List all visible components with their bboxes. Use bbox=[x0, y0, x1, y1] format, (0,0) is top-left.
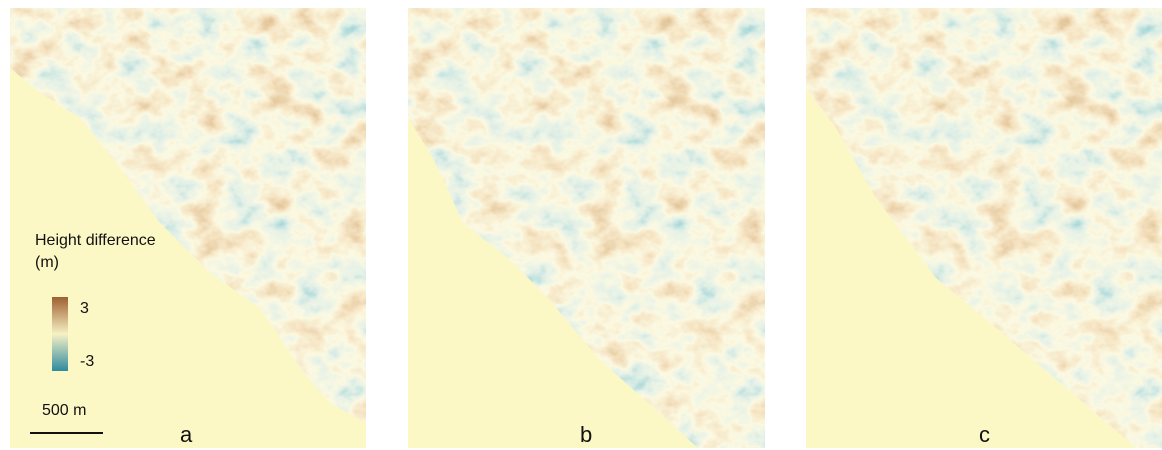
panel-c bbox=[806, 8, 1162, 448]
maps bbox=[0, 0, 1162, 450]
panel-label: b bbox=[580, 422, 592, 448]
figure: Height difference (m) 3 -3 500 m a b c bbox=[0, 0, 1162, 450]
panel-b bbox=[408, 8, 765, 448]
panel-a bbox=[10, 8, 366, 448]
color-bar bbox=[52, 297, 68, 371]
panel-label: a bbox=[180, 422, 192, 448]
scale-label: 500 m bbox=[42, 402, 86, 420]
legend-max: 3 bbox=[80, 300, 89, 318]
legend-min: -3 bbox=[80, 353, 94, 371]
legend-title: Height difference (m) bbox=[35, 230, 175, 274]
panel-label: c bbox=[979, 422, 990, 448]
